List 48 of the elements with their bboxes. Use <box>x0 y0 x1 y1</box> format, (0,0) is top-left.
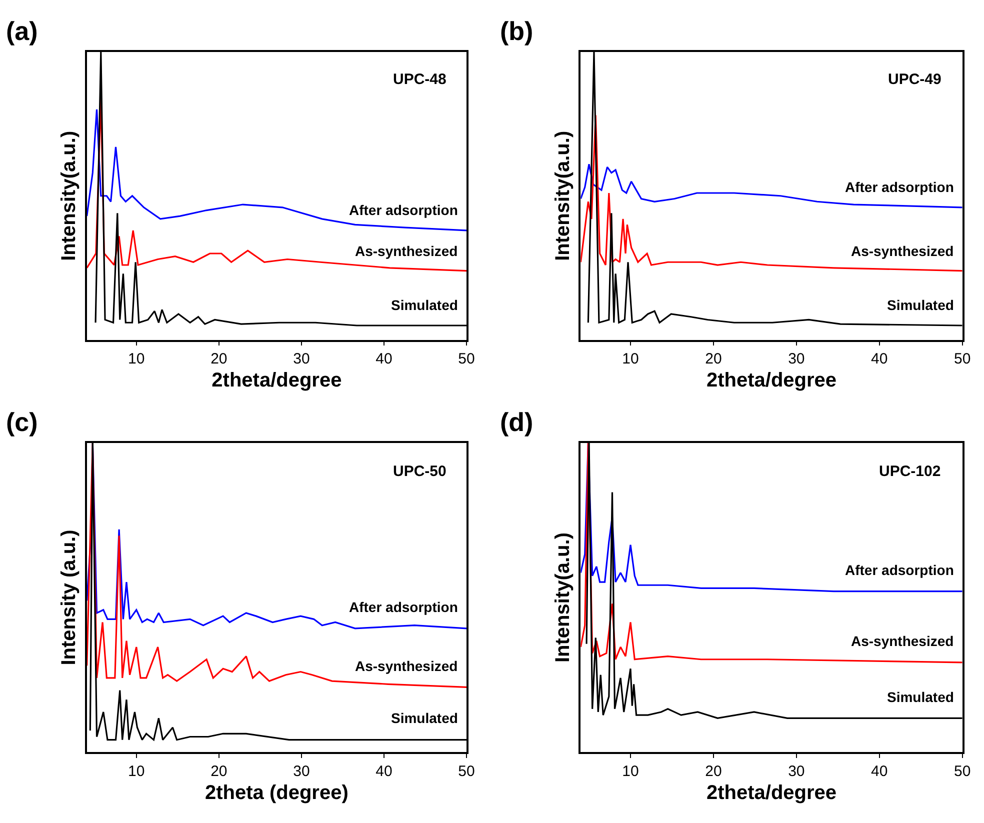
series-label: As-synthesized <box>355 658 458 674</box>
x-tick-label: 10 <box>622 350 639 368</box>
x-tick-label: 50 <box>458 762 475 780</box>
annotation: UPC-48 <box>393 71 446 88</box>
annotation: UPC-50 <box>393 463 446 480</box>
x-tick-label: 50 <box>954 350 971 368</box>
y-axis-title: Intensity (a.u.) <box>58 530 80 666</box>
series-label: Simulated <box>887 297 954 313</box>
series-label: Simulated <box>391 710 458 726</box>
x-tick-label: 50 <box>458 350 475 368</box>
x-axis-title: 2theta/degree <box>706 370 837 392</box>
x-tick-label: 10 <box>128 762 145 780</box>
x-tick-label: 10 <box>622 762 639 780</box>
x-tick-label: 20 <box>210 350 228 368</box>
x-tick-label: 50 <box>954 762 971 780</box>
y-axis-title: Intensity(a.u.) <box>552 532 574 663</box>
annotation: UPC-49 <box>888 71 942 88</box>
x-tick-label: 30 <box>788 762 805 780</box>
x-axis-title: 2theta (degree) <box>205 782 348 804</box>
series-label: Simulated <box>887 689 954 705</box>
series-label: After adsorption <box>349 202 458 218</box>
x-tick-label: 40 <box>376 350 392 368</box>
series-label: As-synthesized <box>355 243 458 259</box>
chart-title: (a) <box>6 16 38 46</box>
y-axis-title: Intensity(a.u.) <box>552 130 574 261</box>
x-tick-label: 30 <box>293 350 310 368</box>
x-tick-label: 30 <box>293 762 310 780</box>
x-tick-label: 20 <box>705 762 722 780</box>
series-label: As-synthesized <box>851 633 954 649</box>
chart-title: (d) <box>500 407 534 437</box>
x-tick-label: 30 <box>788 350 805 368</box>
series-label: After adsorption <box>845 179 954 195</box>
x-tick-label: 40 <box>871 762 888 780</box>
x-tick-label: 10 <box>128 350 145 368</box>
x-tick-label: 20 <box>705 350 722 368</box>
y-axis-title: Intensity(a.u.) <box>58 130 80 261</box>
x-tick-label: 40 <box>871 350 888 368</box>
series-label: After adsorption <box>349 599 458 615</box>
x-tick-label: 40 <box>376 762 392 780</box>
x-axis-title: 2theta/degree <box>212 370 342 392</box>
x-axis-title: 2theta/degree <box>706 782 837 804</box>
series-label: Simulated <box>391 297 458 313</box>
x-tick-label: 20 <box>210 762 228 780</box>
series-label: As-synthesized <box>851 243 954 259</box>
series-label: After adsorption <box>845 562 954 578</box>
chart-title: (c) <box>6 407 38 437</box>
annotation: UPC-102 <box>879 463 941 480</box>
chart-title: (b) <box>500 16 534 46</box>
